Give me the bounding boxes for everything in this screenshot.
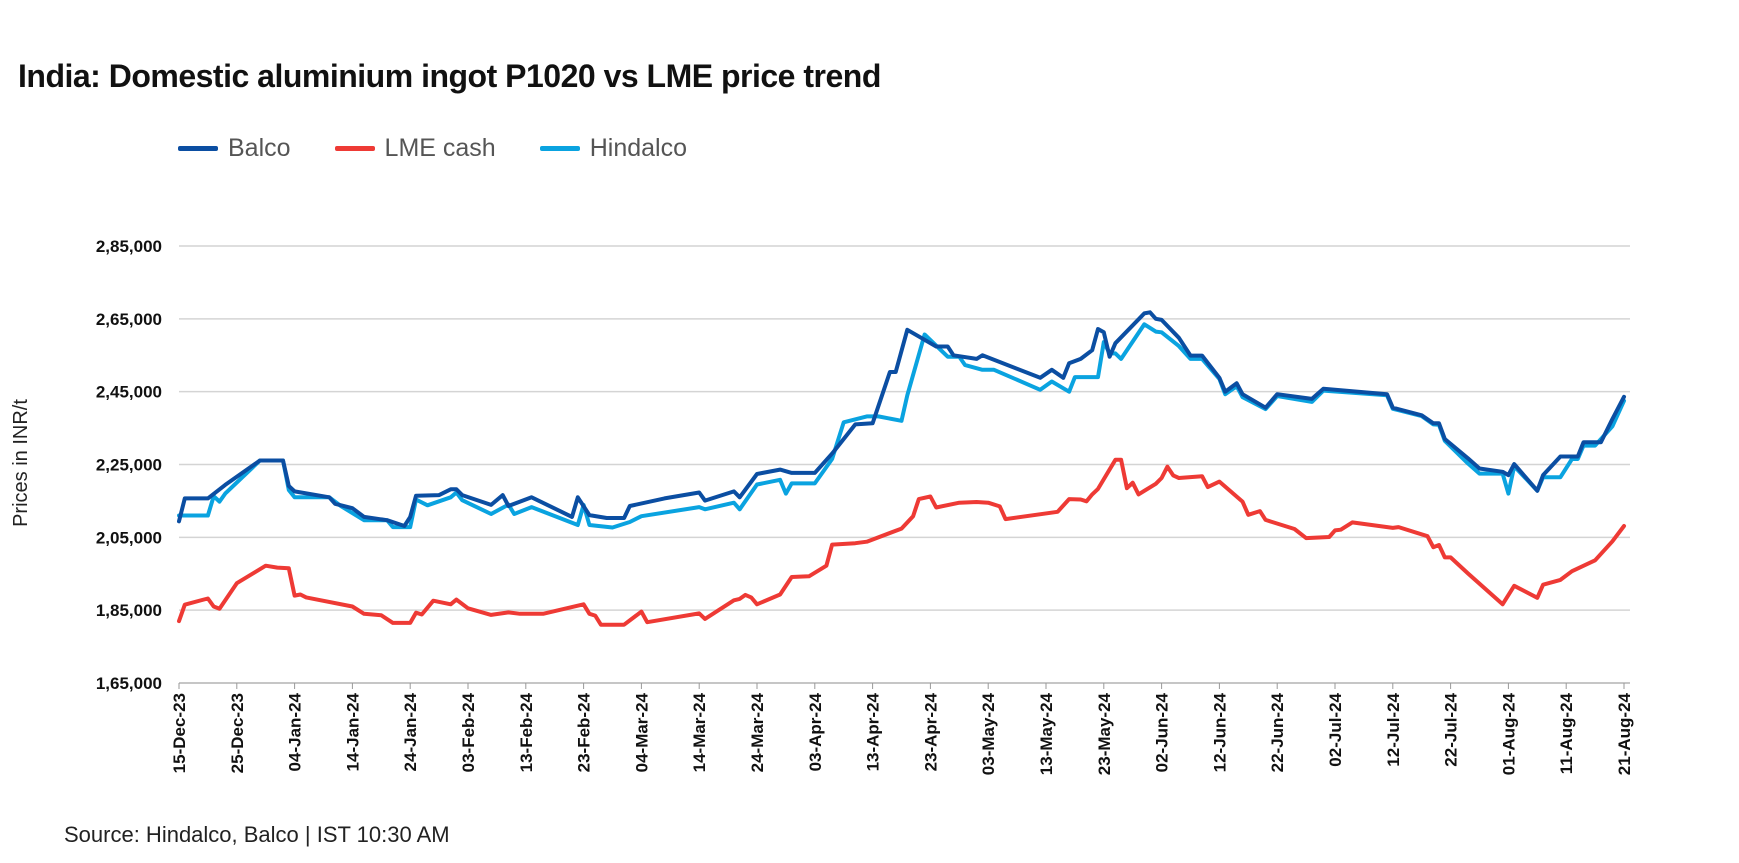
y-tick-label: 1,85,000 [96,601,162,620]
x-tick-label: 15-Dec-23 [170,693,189,773]
legend: Balco LME cash Hindalco [178,134,687,163]
legend-label-lme-cash: LME cash [384,134,496,162]
x-tick-label: 02-Jul-24 [1326,692,1345,766]
x-tick-label: 11-Aug-24 [1557,692,1576,774]
x-tick-label: 03-Feb-24 [459,692,478,772]
legend-label-hindalco: Hindalco [589,134,687,162]
series-line-lme-cash [177,457,1626,627]
x-tick-label: 13-Feb-24 [517,692,536,772]
x-tick-label: 14-Jan-24 [343,692,362,771]
x-tick-label: 24-Mar-24 [748,692,767,772]
y-tick-label: 1,65,000 [96,674,162,693]
series-line-balco [177,310,1626,528]
legend-swatch-balco [178,146,218,151]
y-tick-label: 2,45,000 [96,383,162,402]
legend-swatch-lme-cash [334,146,375,151]
legend-item-lme-cash: LME cash [334,134,496,163]
x-tick-label: 23-May-24 [1095,692,1114,775]
x-tick-label: 02-Jun-24 [1153,692,1172,772]
series-lines [177,310,1626,627]
x-tick-label: 14-Mar-24 [690,692,709,772]
x-tick-label: 13-Apr-24 [864,692,883,771]
x-tick-label: 04-Mar-24 [632,692,651,772]
x-axis-ticks: 15-Dec-23 25-Dec-23 04-Jan-24 14-Jan-24 24-J… [170,683,1634,775]
legend-item-hindalco: Hindalco [539,134,687,163]
y-tick-label: 2,05,000 [96,528,162,547]
y-tick-label: 2,25,000 [96,456,162,475]
y-tick-label: 2,85,000 [96,237,162,256]
legend-swatch-hindalco [539,146,580,151]
x-tick-label: 24-Jan-24 [401,692,420,771]
x-tick-label: 04-Jan-24 [286,692,305,771]
x-tick-label: 23-Apr-24 [921,692,940,771]
x-tick-label: 22-Jul-24 [1442,692,1461,766]
x-tick-label: 01-Aug-24 [1499,692,1518,775]
y-axis-ticks: 1,65,000 1,85,000 2,05,000 2,25,000 2,45,000… [96,237,162,693]
x-tick-label: 12-Jul-24 [1384,692,1403,766]
chart-title: India: Domestic aluminium ingot P1020 vs… [18,58,881,94]
x-tick-label: 21-Aug-24 [1615,692,1634,775]
x-tick-label: 03-Apr-24 [806,692,825,771]
legend-item-balco: Balco [178,134,291,163]
gridlines [179,245,1630,684]
legend-label-balco: Balco [228,134,291,162]
x-tick-label: 12-Jun-24 [1210,692,1229,772]
y-axis-label: Prices in INR/t [10,399,32,527]
x-tick-label: 25-Dec-23 [228,693,247,773]
y-tick-label: 2,65,000 [96,310,162,329]
source-note: Source: Hindalco, Balco | IST 10:30 AM [64,822,450,847]
x-tick-label: 22-Jun-24 [1268,692,1287,772]
x-tick-label: 03-May-24 [979,692,998,775]
x-tick-label: 23-Feb-24 [575,692,594,772]
x-tick-label: 13-May-24 [1037,692,1056,775]
